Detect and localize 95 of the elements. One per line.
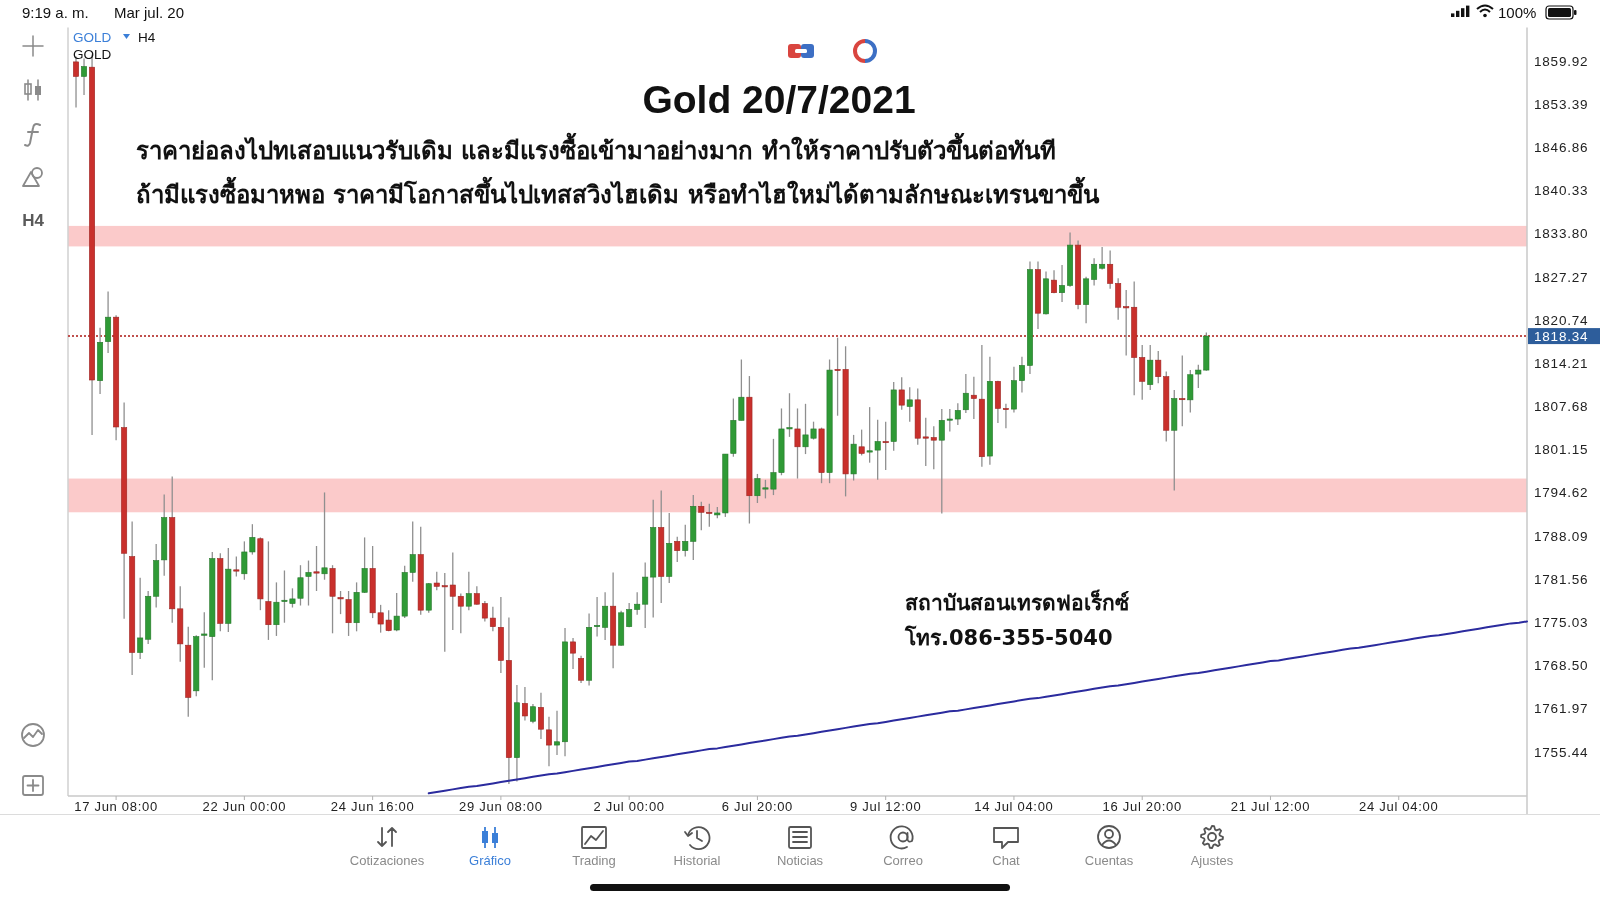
x-tick-label: 9 Jul 12:00	[850, 798, 922, 814]
candlestick	[81, 57, 87, 96]
y-tick-label: 1755.44	[1534, 744, 1589, 760]
y-tick-label: 1833.80	[1534, 226, 1589, 242]
text: Historial	[673, 853, 721, 868]
text: Cotizaciones	[349, 853, 425, 868]
y-tick-label: 1846.86	[1534, 139, 1589, 155]
candlestick	[962, 373, 969, 414]
y-tick-label: 1768.50	[1534, 658, 1589, 674]
candlestick	[1091, 257, 1098, 287]
candlestick	[305, 559, 312, 607]
candlestick	[1099, 246, 1106, 271]
text: H4	[22, 211, 45, 230]
candlestick	[1002, 403, 1009, 429]
text: Gold 20/7/2021	[642, 78, 916, 121]
y-tick-label: 1807.68	[1534, 399, 1589, 415]
candlestick	[602, 591, 609, 641]
candlestick	[457, 592, 464, 634]
candlestick	[265, 540, 272, 641]
text: Mar jul. 20	[114, 4, 185, 21]
candlestick	[137, 577, 144, 660]
candlestick	[882, 421, 889, 471]
x-tick-label: 21 Jul 12:00	[1230, 798, 1311, 814]
candlestick	[489, 606, 496, 632]
text: Gráfico	[469, 853, 511, 868]
annotation: โทร.086-355-5040	[904, 625, 1113, 650]
x-tick-label: 14 Jul 04:00	[974, 798, 1054, 814]
x-tick-label: 16 Jul 20:00	[1102, 798, 1182, 814]
x-tick-label: 17 Jun 08:00	[74, 798, 158, 814]
candlestick	[858, 428, 865, 457]
annotation: GOLD	[73, 30, 112, 45]
candlestick	[473, 585, 480, 606]
candlestick	[954, 402, 961, 426]
candlestick	[521, 686, 528, 722]
candlestick	[570, 637, 576, 670]
x-tick-label: 22 Jun 00:00	[202, 798, 287, 814]
candlestick	[1123, 289, 1130, 357]
text: Trading	[572, 853, 616, 868]
candlestick	[794, 407, 801, 480]
y-tick-label: 1814.21	[1534, 355, 1589, 371]
y-tick-label: 1781.56	[1534, 571, 1589, 587]
candlestick	[530, 703, 536, 724]
text: Chat	[992, 853, 1021, 868]
candlestick	[1059, 264, 1065, 303]
y-tick-label: 1775.03	[1534, 615, 1589, 631]
candlestick	[321, 491, 328, 581]
candlestick	[674, 536, 681, 563]
x-tick-label: 24 Jul 04:00	[1359, 798, 1439, 814]
text: Correo	[883, 853, 923, 868]
y-tick-label: 1853.39	[1534, 96, 1589, 112]
candlestick	[554, 710, 560, 756]
candlestick	[578, 655, 584, 684]
candlestick	[1019, 356, 1025, 394]
candlestick	[546, 715, 552, 767]
candlestick	[1179, 354, 1186, 427]
candlestick	[538, 692, 544, 740]
x-tick-label: 2 Jul 00:00	[593, 798, 665, 814]
y-tick-label: 1788.09	[1534, 528, 1589, 544]
text: ราคาย่อลงไปทเสอบแนวรับเดิม และมีแรงซื้อเข้ามาอย่างมาก ทำให้ราคาปรับตัวขึ้นต่อทันที ถ้ามีแรงซื้อมาหพอ ราคามีโอกาสขึ้นไปเทสสวิงไฮเดิม หรือทำไฮใหม่ได้ตามลักษณะเทรนขาขึ้น	[136, 132, 1100, 209]
candlestick	[1139, 344, 1146, 401]
y-tick-label: 1820.74	[1534, 312, 1589, 328]
candlestick	[946, 408, 953, 433]
annotation: GOLD	[73, 47, 112, 62]
line-series	[427, 620, 1528, 795]
annotation: สถาบันสอนเทรดฟอเร็กซ์	[905, 589, 1129, 615]
ref-line-label: 1818.34	[1534, 328, 1589, 344]
y-tick-label: 1794.62	[1534, 485, 1589, 501]
candlestick	[481, 600, 488, 623]
candlestick	[594, 596, 601, 638]
candlestick	[898, 376, 905, 411]
y-tick-label: 1801.15	[1534, 442, 1589, 458]
candlestick	[465, 571, 472, 611]
text: 9:19 a. m.	[22, 4, 89, 21]
x-tick-label: 6 Jul 20:00	[721, 798, 794, 814]
candlestick	[1115, 277, 1122, 321]
candlestick	[634, 591, 641, 616]
candlestick	[938, 408, 945, 515]
y-tick-label: 1761.97	[1534, 701, 1589, 717]
candlestick	[970, 376, 977, 420]
candlestick	[1107, 249, 1114, 290]
annotation: H4	[138, 30, 156, 45]
candlestick	[313, 545, 320, 592]
text: 100%	[1498, 4, 1537, 21]
candlestick	[233, 555, 240, 578]
candlestick	[906, 386, 913, 423]
y-tick-label: 1840.33	[1534, 183, 1589, 199]
y-tick-label: 1859.92	[1534, 53, 1589, 69]
candlestick	[626, 602, 633, 628]
candlestick	[273, 581, 280, 637]
text: Cuentas	[1084, 853, 1134, 868]
x-tick-label: 29 Jun 08:00	[459, 798, 543, 814]
x-tick-label: 24 Jun 16:00	[330, 798, 415, 814]
y-tick-label: 1827.27	[1534, 269, 1589, 285]
text: Ajustes	[1190, 853, 1234, 868]
text: Noticias	[776, 853, 824, 868]
